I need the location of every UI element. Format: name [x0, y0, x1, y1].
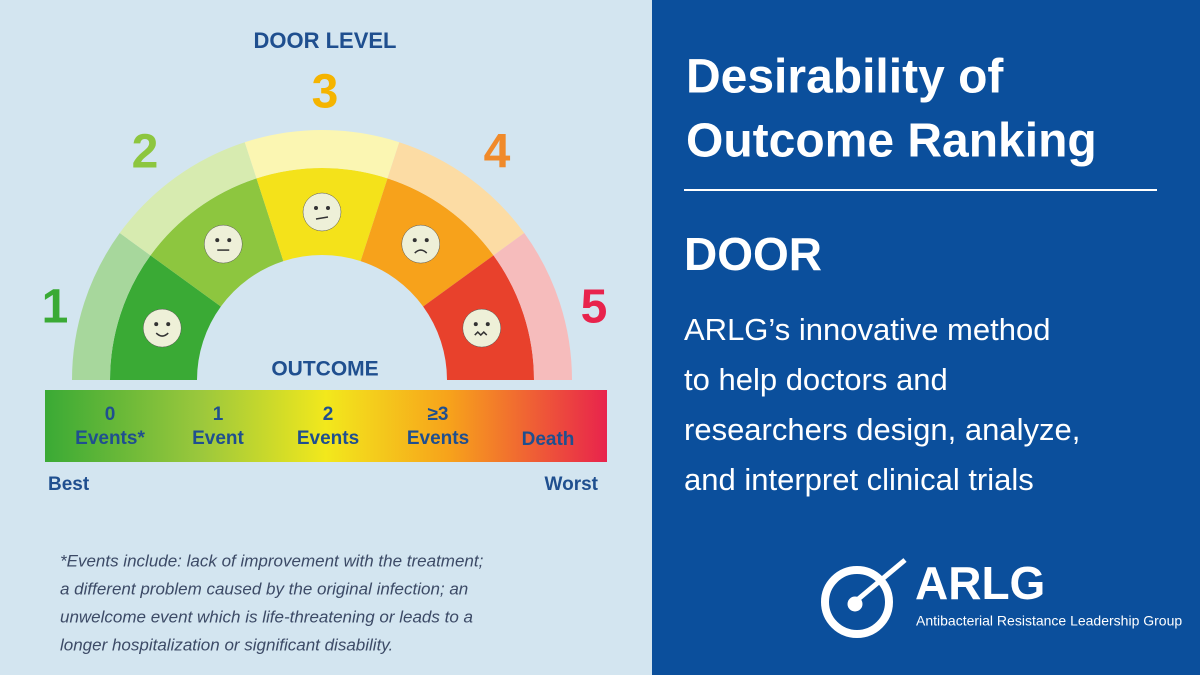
eye [227, 238, 232, 243]
gauge-band [493, 233, 572, 380]
outcome-label: Event [192, 428, 244, 449]
outcome-label: 2 [323, 404, 334, 425]
footnote-line: unwelcome event which is life-threatenin… [60, 607, 473, 626]
door-level-title: DOOR LEVEL [253, 28, 396, 53]
eye [473, 322, 478, 327]
eye [412, 238, 417, 243]
gauge: 1 2 3 4 5 [42, 66, 608, 380]
logo-full-name: Antibacterial Resistance Leadership Grou… [916, 613, 1182, 629]
level-number: 1 [42, 281, 69, 334]
outcome-label: 0 [105, 404, 116, 425]
face [204, 224, 243, 264]
description-line: and interpret clinical trials [684, 462, 1034, 497]
eye [326, 206, 330, 210]
subtitle: DOOR [684, 228, 822, 280]
mouth [155, 332, 169, 337]
worst-label: Worst [545, 474, 599, 495]
face [302, 192, 342, 232]
gauge-band [244, 130, 400, 179]
gauge-band [72, 233, 151, 380]
footnote: *Events include: lack of improvement wit… [60, 551, 484, 654]
gauge-band [119, 142, 257, 256]
level-number: 3 [312, 66, 339, 119]
title-line: Outcome Ranking [686, 115, 1097, 168]
outcome-bar [45, 390, 607, 462]
logo-name: ARLG [915, 557, 1045, 609]
logo-icon [821, 558, 907, 638]
footnote-line: a different problem caused by the origin… [60, 579, 468, 598]
footnote-line: longer hospitalization or significant di… [60, 635, 393, 654]
outcome-label: Events [407, 428, 469, 449]
outcome-label: Events [297, 428, 359, 449]
face [142, 308, 182, 348]
description-line: to help doctors and [684, 362, 948, 397]
right-text: Desirability of Outcome Ranking DOOR ARLG’s… [684, 51, 1097, 498]
eye [424, 238, 429, 243]
outcome-labels: 0 Events* 1 Event 2 Events ≥3 Events Death [75, 404, 574, 450]
face [462, 308, 502, 348]
description-line: ARLG’s innovative method [684, 312, 1050, 347]
description-line: researchers design, analyze, [684, 412, 1080, 447]
best-label: Best [48, 474, 90, 495]
eye [485, 322, 490, 327]
eye [166, 322, 171, 327]
eye [215, 238, 220, 243]
outcome-label: ≥3 [428, 404, 449, 425]
outcome-label: Events* [75, 428, 145, 449]
footnote-line: *Events include: lack of improvement wit… [60, 551, 484, 570]
eye [154, 322, 159, 327]
outcome-label: 1 [213, 404, 224, 425]
eye [314, 206, 318, 210]
right-panel [652, 0, 1200, 675]
mouth [315, 216, 329, 220]
outcome-title: OUTCOME [271, 358, 378, 381]
title-line: Desirability of [686, 51, 1004, 104]
outcome-label: Death [522, 429, 575, 450]
mouth [474, 331, 488, 337]
level-number: 4 [484, 126, 511, 179]
face [401, 224, 440, 264]
level-number: 2 [132, 126, 159, 179]
gauge-band [387, 142, 525, 256]
mouth [414, 249, 428, 254]
level-number: 5 [581, 281, 608, 334]
